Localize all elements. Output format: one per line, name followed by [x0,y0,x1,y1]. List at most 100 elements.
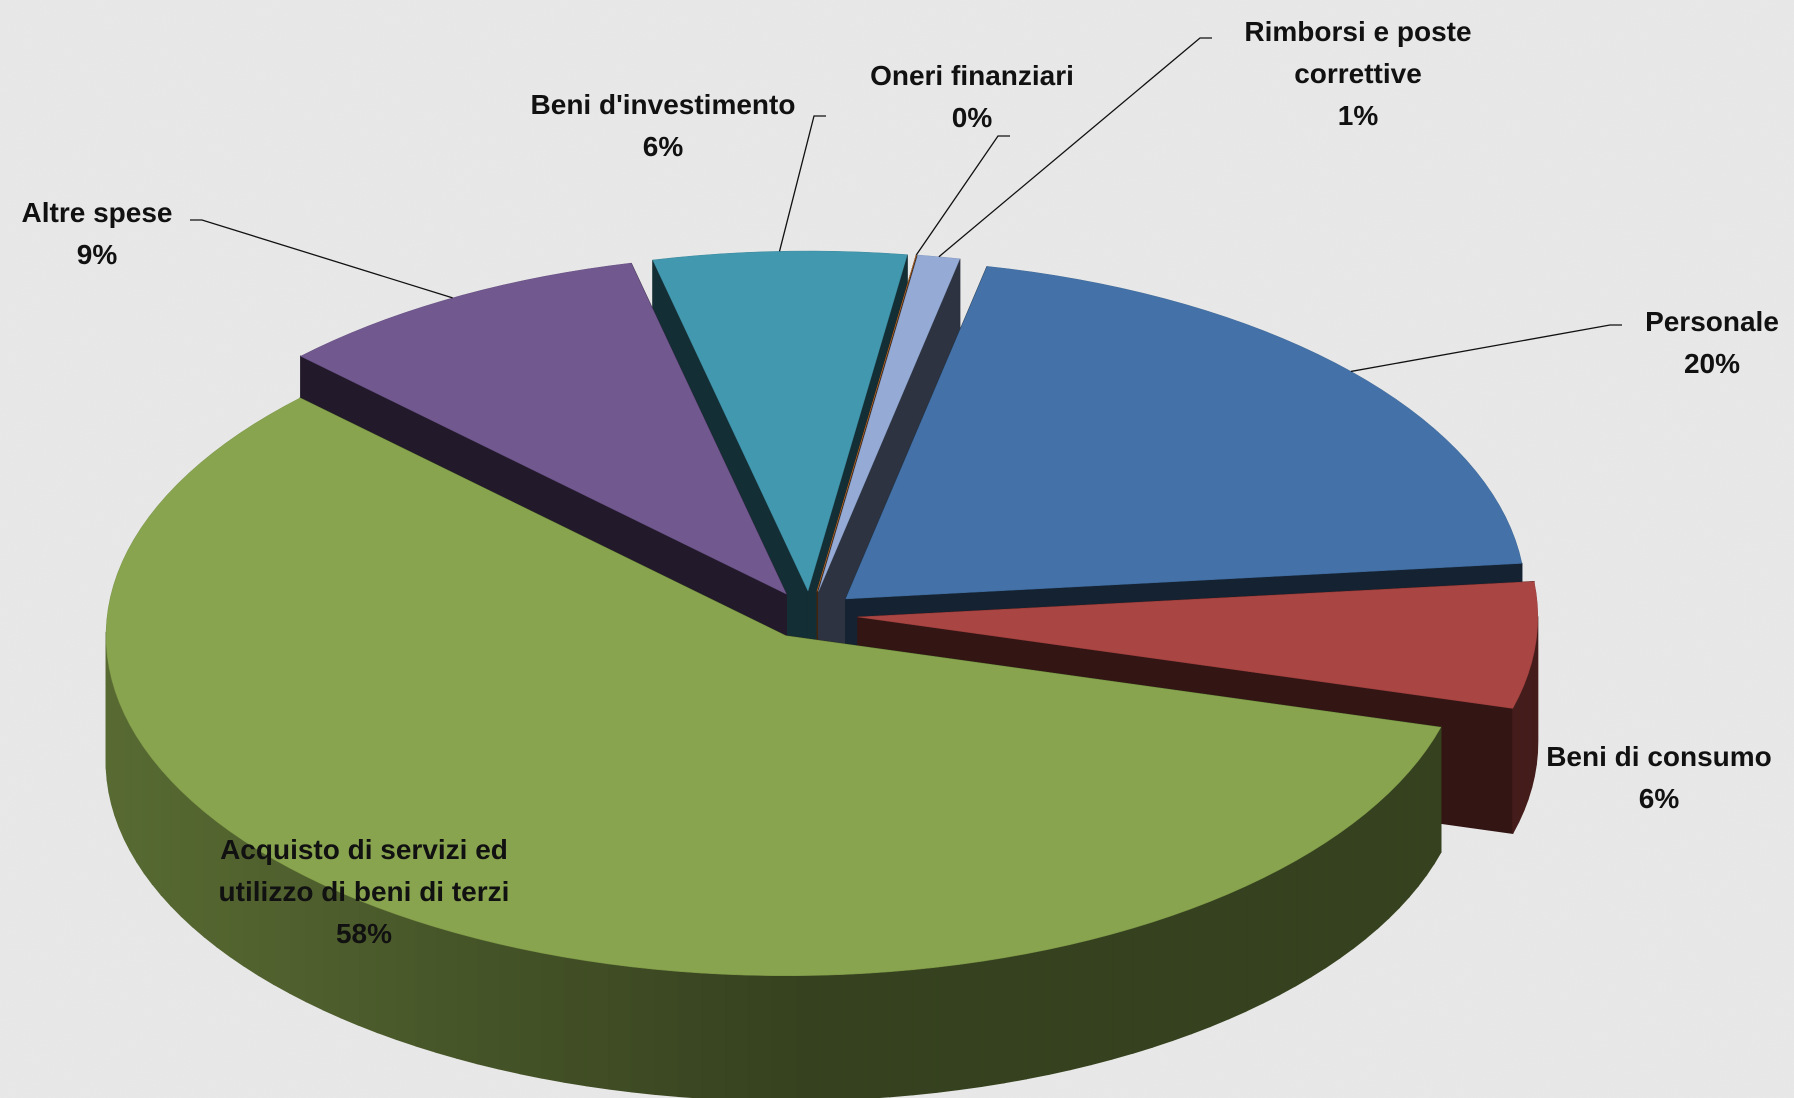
slice-side [563,956,587,1087]
slice-side [1518,685,1525,823]
slice-side [1025,948,1049,1080]
slice-side [1069,938,1092,1071]
data-label: Acquisto di servizi ed utilizzo di beni … [184,829,544,955]
slice-side [1325,832,1341,969]
slice-side [842,972,867,1098]
slice-side [608,963,633,1093]
label-value: 1% [1337,100,1379,131]
slice-side [476,938,499,1070]
slice-side [958,960,983,1091]
data-label: Altre spese 9% [0,192,197,276]
slice-side [143,746,153,886]
slice-side [865,971,891,1098]
slice [652,250,908,592]
leaders [190,37,1622,373]
slice [816,254,917,592]
label-value: 20% [1683,348,1741,379]
slice-side [541,952,565,1083]
slice [857,581,1539,709]
slice-side [631,966,656,1095]
slice-side [654,968,679,1098]
slice-side [1047,944,1071,1076]
slice-side [497,943,521,1075]
slice-side [114,690,120,828]
leader-line [938,37,1212,258]
slice-side [123,713,131,851]
slice-side [1152,914,1173,1048]
data-label: Beni di consumo 6% [1529,736,1789,820]
leader-line [778,115,826,252]
slice-side [151,757,162,897]
slice-side [1408,759,1419,899]
label-name: Beni di consumo [1546,741,1772,772]
slice-side [1090,933,1113,1066]
slice-side [1399,770,1410,909]
slice-side [795,974,820,1098]
slice-side [981,957,1005,1087]
slice-side [724,973,750,1098]
slice-side [935,964,960,1093]
slice-group [105,397,1442,1098]
slice-side [129,723,138,864]
pie [105,250,1539,1098]
slice-side [118,702,125,840]
slice-side [912,966,937,1096]
slice-side [1191,900,1211,1035]
slice-side [1209,893,1229,1028]
slice-side [1417,748,1428,888]
label-name: Beni d'investimento [530,89,796,120]
slice-side [111,678,116,816]
label-value: 6% [642,131,684,162]
slice-side [1426,736,1435,877]
slice-side [519,948,543,1079]
slice-side [1295,851,1312,987]
slice-side [1003,953,1027,1084]
slice-side [1523,674,1529,811]
slice-side [1433,725,1442,866]
slice-side [1111,927,1134,1060]
slice-side [1171,907,1193,1042]
label-name: Oneri finanziari [870,60,1074,91]
slice-side [1227,885,1247,1020]
label-value: 0% [951,102,993,133]
leader-line [190,219,453,299]
slice [105,397,1442,977]
slice-side [585,960,610,1090]
slice-side [1377,791,1390,930]
slice-side [677,970,703,1098]
leader-line [1350,324,1622,373]
slice-side [1512,696,1520,834]
slice-side [1245,877,1264,1012]
slice-side [160,768,172,907]
data-label: Rimborsi e poste correttive 1% [1208,11,1508,137]
slice-side [1365,802,1379,940]
data-label: Beni d'investimento 6% [493,84,833,168]
slice-side [701,972,726,1098]
label-name: Acquisto di servizi ed utilizzo di beni … [218,834,510,907]
slice-side [1279,860,1297,996]
slice-side [1388,781,1401,920]
slice-side [1339,822,1354,960]
data-label: Personale 20% [1582,301,1794,385]
slice-side [1262,868,1281,1004]
slice [300,262,787,595]
label-name: Rimborsi e poste correttive [1244,16,1472,89]
slice-side [136,734,145,875]
leader-line [915,135,1010,256]
slice-side [771,975,797,1098]
slice-side [818,974,844,1098]
slice-side [1352,812,1367,950]
data-label: Oneri finanziari 0% [832,55,1112,139]
label-name: Altre spese [21,197,173,228]
slice-side [748,974,773,1098]
label-value: 58% [335,918,393,949]
slice-side [170,779,182,918]
label-name: Personale [1645,306,1779,337]
slice-side [1310,841,1327,978]
slice-side [889,969,914,1098]
label-value: 9% [76,239,118,270]
label-value: 6% [1638,783,1680,814]
slice-side [1132,921,1154,1054]
